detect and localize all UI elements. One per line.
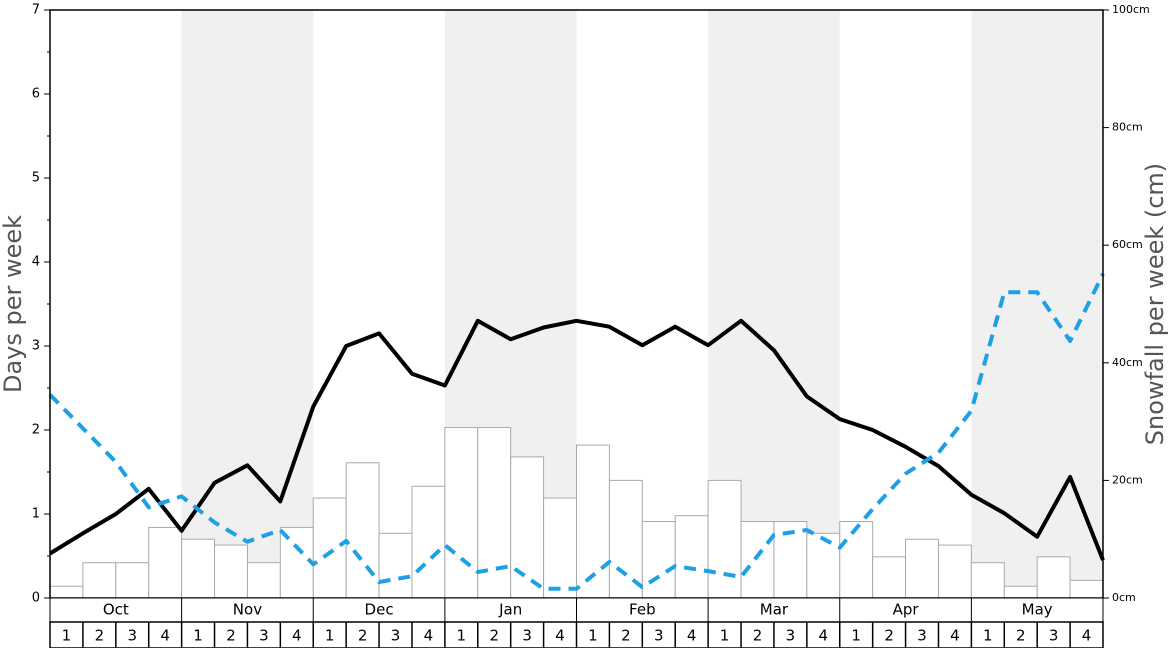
month-label: Feb [629, 601, 656, 619]
bar [970, 562, 1005, 599]
bar [115, 562, 150, 599]
week-label: 3 [391, 627, 401, 645]
month-label: Apr [893, 601, 920, 619]
week-label: 1 [588, 627, 598, 645]
month-label: Dec [365, 601, 394, 619]
y-tick-label: 3 [32, 339, 40, 354]
week-label: 1 [193, 627, 203, 645]
week-label: 2 [884, 627, 894, 645]
y2-tick-label: 0cm [1112, 591, 1136, 604]
bar [246, 562, 281, 599]
bar [378, 532, 413, 599]
y-tick-label: 4 [32, 255, 40, 270]
y2-tick-label: 80cm [1112, 121, 1143, 134]
line-series [48, 272, 1105, 591]
bar [181, 538, 216, 599]
bar [49, 585, 84, 599]
bar [279, 526, 314, 599]
bar [312, 497, 347, 599]
week-label: 1 [851, 627, 861, 645]
bar [937, 544, 972, 599]
week-label: 4 [687, 627, 697, 645]
bar [214, 544, 248, 599]
week-label: 1 [457, 627, 467, 645]
bar [411, 485, 446, 599]
y2-tick-label: 40cm [1112, 356, 1143, 369]
month-label: Nov [233, 601, 262, 619]
week-label: 4 [950, 627, 960, 645]
bar [1003, 585, 1038, 599]
y-tick-label: 7 [32, 3, 40, 18]
y2-axis-label: Snowfall per week (cm) [1141, 163, 1168, 445]
y-tick-label: 1 [32, 507, 40, 522]
bar [1069, 579, 1104, 599]
bar [674, 515, 709, 599]
bar [345, 462, 380, 599]
week-label: 3 [1049, 627, 1059, 645]
bar [707, 479, 742, 599]
month-label: Jan [498, 601, 522, 619]
week-label: 4 [424, 627, 434, 645]
bar [148, 526, 183, 599]
week-label: 2 [753, 627, 763, 645]
bar [872, 556, 907, 599]
bar [510, 456, 545, 599]
bar [82, 562, 117, 599]
week-label: 1 [720, 627, 730, 645]
bar [444, 426, 479, 599]
week-label: 3 [127, 627, 137, 645]
y-axis-label: Days per week [0, 215, 27, 393]
y2-tick-label: 20cm [1112, 473, 1143, 486]
week-label: 2 [358, 627, 368, 645]
bar [806, 532, 841, 599]
y2-tick-label: 60cm [1112, 238, 1143, 251]
bar [641, 521, 676, 599]
week-label: 1 [325, 627, 335, 645]
y2-tick-label: 100cm [1112, 3, 1150, 16]
week-label: 3 [654, 627, 664, 645]
week-label: 3 [259, 627, 269, 645]
week-label: 2 [1016, 627, 1026, 645]
bar [477, 426, 512, 599]
week-label: 4 [292, 627, 302, 645]
bar [1036, 556, 1071, 599]
week-label: 4 [160, 627, 170, 645]
week-label: 2 [95, 627, 105, 645]
y-tick-label: 5 [32, 171, 40, 186]
bar [608, 479, 643, 599]
bar [905, 538, 939, 599]
week-label: 3 [522, 627, 532, 645]
week-label: 4 [555, 627, 565, 645]
week-label: 2 [489, 627, 499, 645]
week-label: 1 [62, 627, 72, 645]
y-tick-label: 0 [32, 591, 40, 606]
bar [576, 444, 610, 599]
y-tick-label: 2 [32, 423, 40, 438]
week-label: 1 [983, 627, 993, 645]
week-label: 3 [786, 627, 796, 645]
month-label: May [1022, 601, 1053, 619]
bar [543, 497, 577, 599]
y-tick-label: 6 [32, 87, 40, 102]
week-label: 2 [226, 627, 236, 645]
month-label: Mar [760, 601, 789, 619]
week-label: 4 [819, 627, 829, 645]
month-label: Oct [103, 601, 129, 619]
bar [839, 521, 874, 599]
week-label: 2 [621, 627, 631, 645]
bar [740, 521, 775, 599]
week-label: 4 [1082, 627, 1092, 645]
week-label: 3 [917, 627, 927, 645]
